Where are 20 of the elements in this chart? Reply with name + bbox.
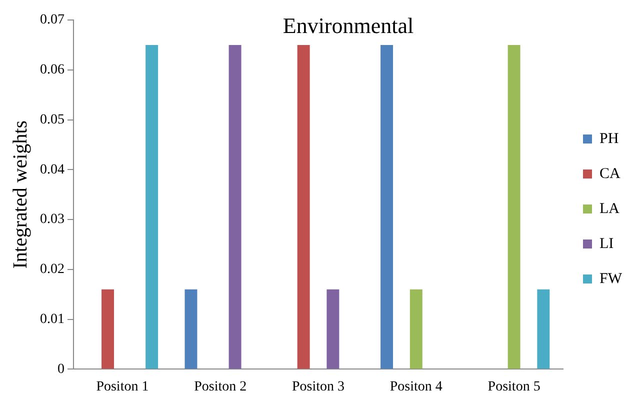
y-tick-label: 0.06 [40,62,64,78]
legend-label: FW [600,270,623,287]
legend-label: LI [600,236,614,252]
y-axis-title: Integrated weights [9,120,32,269]
y-tick-label: 0.07 [40,12,64,28]
x-tick-label: Positon 2 [194,379,247,394]
y-tick-label: 0.02 [40,262,64,278]
y-tick-label: 0.05 [40,112,64,128]
x-tick-label: Positon 1 [96,379,149,394]
legend-label: PH [600,130,619,147]
legend-label: LA [600,200,620,217]
legend-label: CA [600,166,621,182]
y-tick-label: 0.04 [40,162,64,178]
x-tick-label: Positon 5 [488,379,540,394]
y-tick-label: 0.01 [40,312,64,327]
chart-title: Environmental [282,12,414,38]
x-tick-label: Positon 3 [292,379,345,394]
y-tick-label: 0.03 [40,212,64,228]
y-tick-label: 0 [58,362,64,377]
x-tick-label: Positon 4 [390,379,442,394]
